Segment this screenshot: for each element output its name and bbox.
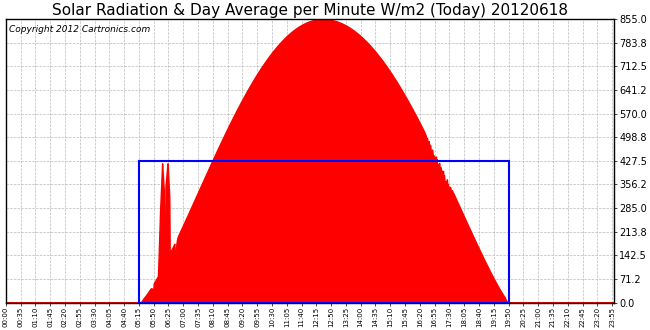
Text: Copyright 2012 Cartronics.com: Copyright 2012 Cartronics.com	[9, 25, 150, 34]
Bar	[139, 161, 509, 303]
Title: Solar Radiation & Day Average per Minute W/m2 (Today) 20120618: Solar Radiation & Day Average per Minute…	[52, 3, 568, 18]
